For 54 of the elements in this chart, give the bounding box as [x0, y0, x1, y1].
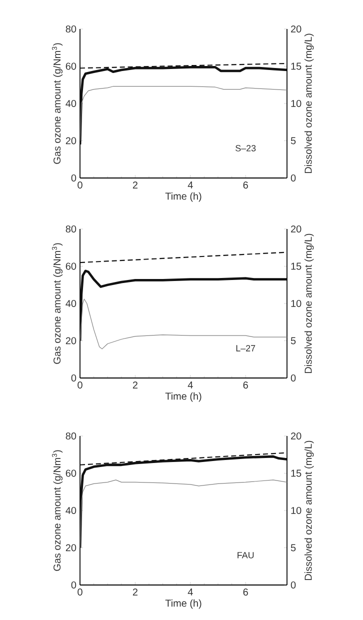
- x-tick-label: 4: [188, 382, 193, 388]
- y-tick-label: 40: [66, 506, 76, 514]
- y2-axis-title: Dissolved ozone amount (mg/L): [304, 440, 314, 580]
- x-tick-label: 4: [188, 588, 193, 596]
- x-tick-label: 2: [132, 588, 138, 596]
- y2-axis-title: Dissolved ozone amount (mg/L): [304, 34, 314, 174]
- y2-tick-label: 0: [290, 174, 296, 182]
- y2-tick-label: 0: [290, 581, 296, 589]
- x-tick-label: 0: [78, 588, 82, 596]
- y2-axis-title: Dissolved ozone amount (mg/L): [304, 234, 314, 374]
- y2-tick-label: 10: [291, 300, 302, 308]
- x-tick-label: 2: [132, 182, 138, 188]
- y-tick-label: 0: [71, 374, 76, 382]
- x-tick-label: 6: [243, 182, 248, 189]
- x-tick-label: 0: [78, 182, 82, 189]
- y2-tick-label: 15: [291, 62, 302, 70]
- x-axis-title: Time (h): [165, 599, 202, 609]
- y2-tick-label: 10: [291, 506, 302, 514]
- y2-tick-label: 20: [291, 225, 302, 233]
- y2-tick-label: 10: [291, 100, 302, 108]
- y-tick-label: 60: [66, 62, 76, 70]
- y2-tick-label: 5: [290, 137, 296, 144]
- y-axis-title: Gas ozone amount (g/Nm$^{3}$): [52, 43, 63, 164]
- y2-tick-label: 15: [291, 262, 302, 270]
- y2-tick-label: 5: [290, 337, 296, 344]
- x-tick-label: 4: [188, 182, 193, 188]
- y-tick-label: 60: [66, 262, 76, 270]
- x-tick-label: 0: [78, 382, 82, 389]
- y-tick-label: 20: [66, 544, 76, 552]
- y-axis-title: Gas ozone amount (g/Nm$^{3}$): [52, 450, 63, 571]
- x-axis-title: Time (h): [165, 192, 202, 202]
- y2-tick-label: 5: [290, 544, 296, 552]
- y-axis-title: Gas ozone amount (g/Nm$^{3}$): [52, 243, 63, 364]
- y-tick-label: 0: [71, 581, 76, 589]
- x-tick-label: 2: [132, 382, 138, 388]
- x-tick-label: 6: [243, 588, 248, 596]
- y2-tick-label: 0: [290, 374, 296, 382]
- x-tick-label: 6: [243, 382, 248, 389]
- y2-tick-label: 20: [291, 432, 302, 440]
- y-tick-label: 40: [66, 300, 76, 308]
- y-tick-label: 0: [71, 174, 76, 182]
- annotation: S–23: [236, 145, 256, 152]
- y2-tick-label: 20: [291, 25, 302, 33]
- y-tick-label: 60: [66, 470, 76, 477]
- y-tick-label: 40: [66, 100, 76, 108]
- y-tick-label: 20: [66, 137, 76, 144]
- annotation: FAU: [238, 552, 254, 558]
- annotation: L–27: [236, 345, 256, 352]
- x-axis-title: Time (h): [165, 392, 202, 402]
- y2-tick-label: 15: [291, 470, 302, 477]
- y-tick-label: 20: [66, 337, 76, 344]
- y-tick-label: 80: [66, 432, 76, 440]
- y-tick-label: 80: [66, 25, 76, 33]
- y-tick-label: 80: [66, 225, 76, 233]
